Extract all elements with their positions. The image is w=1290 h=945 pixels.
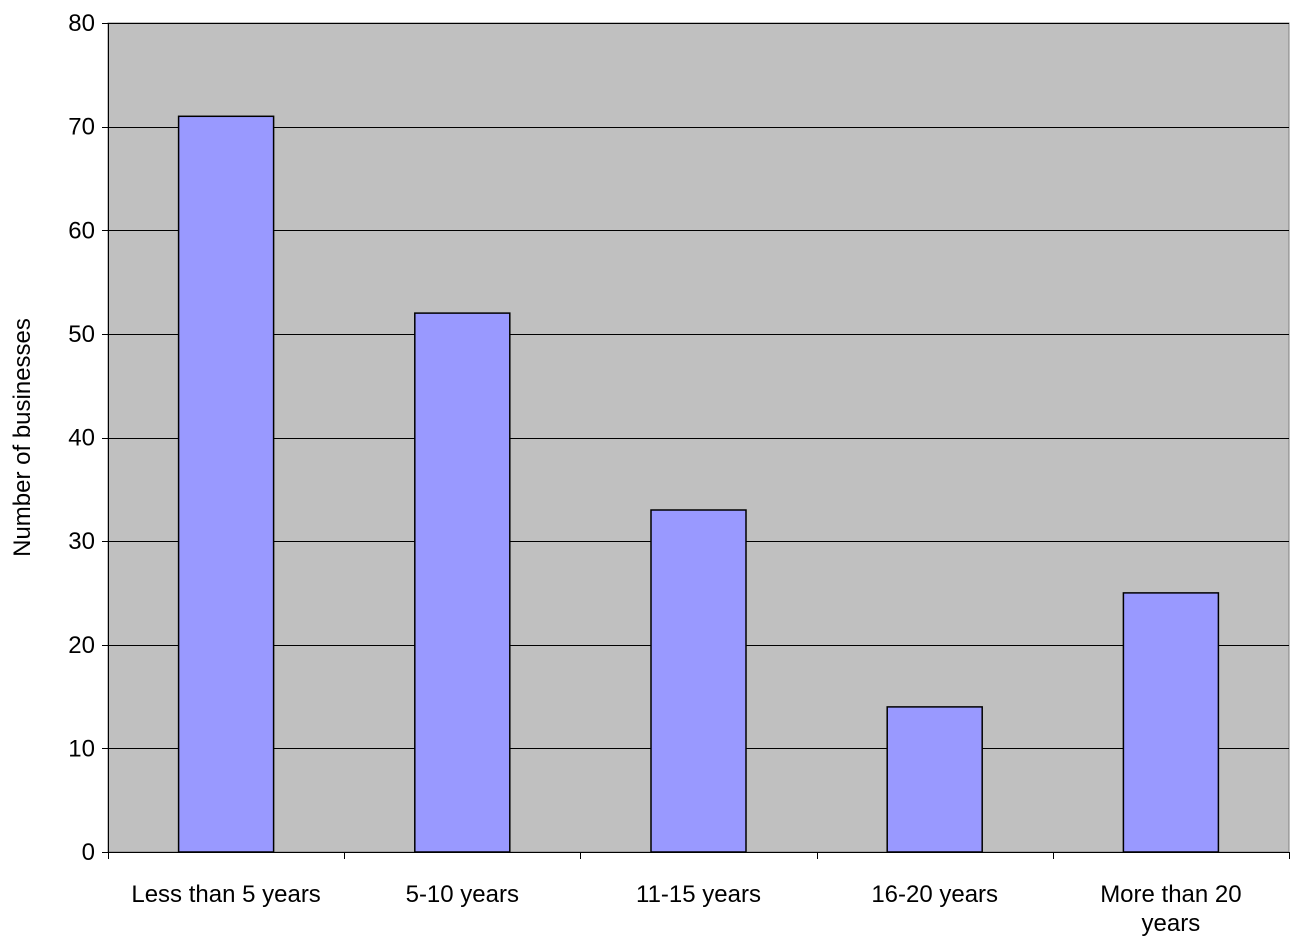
- y-tick-label: 70: [68, 114, 95, 141]
- y-tick-label: 10: [68, 735, 95, 762]
- x-tick-label: More than 20 years: [1100, 881, 1241, 937]
- x-tick-label: Less than 5 years: [131, 881, 320, 908]
- x-tick-label-line: 11-15 years: [636, 881, 761, 908]
- y-tick-labels: 0 10 20 30 40 50 60 70 80: [68, 10, 95, 866]
- y-tick-label: 20: [68, 632, 95, 659]
- x-tick-label-line: 5-10 years: [406, 881, 519, 908]
- gridlines: [108, 23, 1289, 749]
- x-tick-label-line: More than 20: [1100, 881, 1241, 908]
- y-tick-label: 0: [82, 839, 95, 866]
- y-axis-title: Number of businesses: [9, 318, 36, 557]
- x-tick-label: 5-10 years: [406, 881, 519, 908]
- y-tick-label: 30: [68, 528, 95, 555]
- bar: [886, 706, 983, 853]
- y-tick-label: 80: [68, 10, 95, 37]
- x-tick-label: 16-20 years: [871, 881, 998, 908]
- x-tick-label: 11-15 years: [636, 881, 761, 908]
- x-tick-label-line: 16-20 years: [871, 881, 998, 908]
- x-tick-label-line: Less than 5 years: [131, 881, 320, 908]
- y-tick-label: 40: [68, 425, 95, 452]
- bar: [1122, 592, 1220, 853]
- bar: [650, 509, 747, 853]
- y-tick-label: 60: [68, 217, 95, 244]
- x-tick-label-line: years: [1142, 910, 1201, 937]
- bars: [177, 115, 1220, 853]
- y-tick-label: 50: [68, 321, 95, 348]
- bar: [414, 312, 511, 853]
- bar: [177, 115, 275, 853]
- x-tick-labels: Less than 5 years 5-10 years 11-15 years 16…: [131, 881, 1241, 937]
